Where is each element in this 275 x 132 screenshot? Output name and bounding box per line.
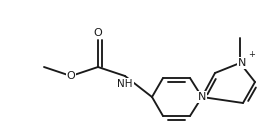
Text: NH: NH: [117, 79, 133, 89]
Text: O: O: [94, 28, 102, 38]
Text: O: O: [67, 71, 75, 81]
Text: N: N: [198, 92, 206, 102]
Text: N: N: [238, 58, 246, 68]
Text: +: +: [248, 50, 255, 59]
